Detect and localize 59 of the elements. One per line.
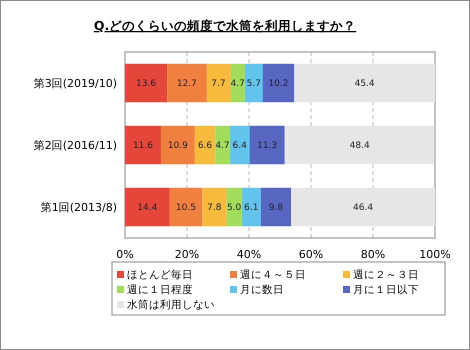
x-tick-label: 20%	[174, 248, 200, 261]
chart-title: Q.どのくらいの頻度で水筒を利用しますか？	[94, 18, 356, 33]
bar	[125, 188, 170, 226]
legend-label: 週に２～３日	[353, 269, 419, 281]
bar	[291, 188, 435, 226]
bar	[170, 188, 202, 226]
legend-label: 水筒は利用しない	[127, 298, 215, 311]
data-label: 7.8	[207, 203, 222, 214]
data-label: 48.4	[350, 141, 370, 152]
bar	[230, 64, 245, 102]
x-tick-label: 40%	[236, 248, 262, 261]
data-label: 10.2	[268, 79, 288, 90]
data-label: 4.7	[215, 141, 230, 152]
data-label: 45.4	[354, 79, 375, 90]
data-label: 5.7	[246, 79, 261, 90]
data-label: 9.8	[268, 203, 284, 214]
bar	[242, 188, 261, 226]
bar	[125, 126, 161, 164]
data-label: 10.5	[176, 203, 196, 214]
bar	[215, 126, 230, 164]
bar	[160, 126, 195, 164]
bar	[194, 126, 216, 164]
bar	[284, 126, 435, 164]
data-label: 13.6	[136, 79, 156, 90]
data-label: 6.4	[232, 141, 248, 152]
x-tick-label: 0%	[116, 248, 134, 261]
bar	[244, 64, 263, 102]
data-label: 12.7	[176, 79, 197, 90]
data-label: 11.6	[132, 141, 154, 152]
legend-label: 月に数日	[240, 284, 284, 296]
bar	[230, 126, 250, 164]
y-tick-label: 第3回(2019/10)	[34, 76, 117, 90]
bar	[262, 64, 294, 102]
data-label: 5.0	[226, 203, 242, 214]
data-label: 7.7	[211, 79, 226, 90]
bar	[250, 126, 285, 164]
bar	[260, 188, 292, 226]
data-label: 6.1	[244, 203, 258, 214]
x-tick-label: 60%	[298, 248, 324, 261]
legend-label: 週に１日程度	[127, 283, 193, 296]
data-label: 10.9	[168, 141, 188, 152]
y-tick-label: 第2回(2016/11)	[34, 138, 117, 152]
x-tick-label: 80%	[360, 248, 386, 261]
data-label: 6.6	[198, 141, 212, 152]
data-label: 46.4	[353, 203, 374, 214]
legend-label: 週に４～５日	[240, 269, 306, 281]
bar	[167, 64, 207, 102]
y-tick-label: 第1回(2013/8)	[40, 200, 117, 214]
bar	[206, 64, 230, 102]
bar	[202, 188, 226, 226]
bar	[226, 188, 242, 226]
data-label: 14.4	[137, 203, 158, 214]
legend-label: 月に１日以下	[353, 283, 419, 296]
data-label: 11.3	[257, 141, 278, 152]
bar	[125, 64, 168, 102]
x-tick-label: 100%	[419, 248, 451, 261]
legend-label: ほとんど毎日	[127, 269, 193, 281]
data-label: 4.7	[230, 79, 245, 90]
bar	[294, 64, 435, 102]
